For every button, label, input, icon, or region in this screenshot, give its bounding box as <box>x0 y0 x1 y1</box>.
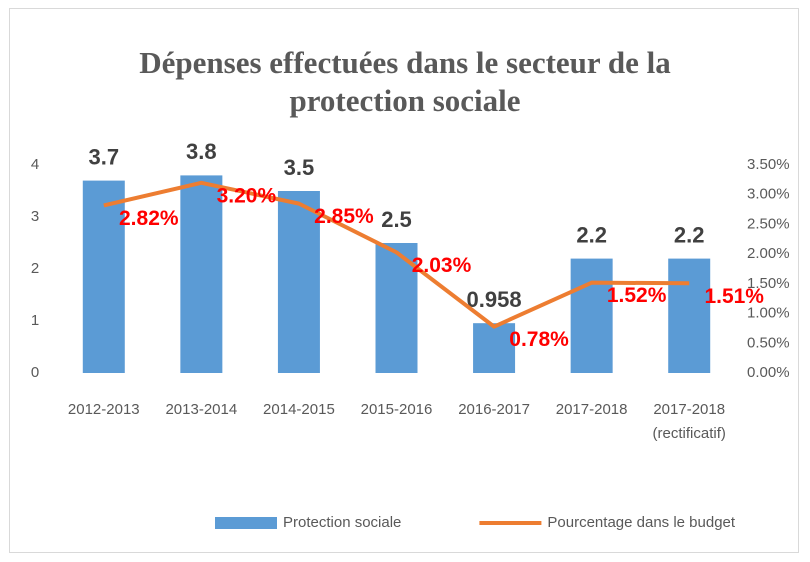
line-value-label: 3.20% <box>217 184 277 207</box>
line-value-label: 2.03% <box>412 254 472 277</box>
y-tick-label: 2 <box>31 260 39 277</box>
bar-value-label: 0.958 <box>467 287 522 312</box>
bar <box>82 180 125 373</box>
x-tick-label: 2014-2015 <box>263 401 335 418</box>
bar <box>277 191 320 373</box>
bar-value-label: 2.2 <box>576 222 607 247</box>
y-tick-label: 1 <box>31 312 39 329</box>
y-tick-label: 3 <box>31 208 39 225</box>
y-tick-label: 4 <box>31 156 39 173</box>
x-tick-label: 2013-2014 <box>165 401 238 418</box>
x-tick-label: 2015-2016 <box>360 401 433 418</box>
chart-frame <box>9 8 799 553</box>
y-tick-label: 0 <box>31 364 39 381</box>
bar-value-label: 3.5 <box>284 155 315 180</box>
y2-tick-label: 0.00% <box>747 364 790 381</box>
x-tick-label: 2016-2017 <box>458 401 530 418</box>
line-value-label: 2.85% <box>314 205 374 228</box>
bar-value-label: 3.7 <box>88 144 119 169</box>
bar <box>570 258 613 373</box>
bar-value-label: 2.2 <box>674 222 705 247</box>
chart-title: Dépenses effectuées dans le secteur de l… <box>139 45 671 118</box>
line <box>103 180 690 329</box>
legend-label: Pourcentage dans le budget <box>547 514 735 531</box>
line-value-label: 0.78% <box>509 328 569 351</box>
line-value-label: 1.52% <box>607 284 667 307</box>
y2-tick-label: 3.50% <box>747 156 790 173</box>
line-value-label: 2.82% <box>119 207 179 230</box>
x-tick-label: 2017-2018 <box>555 401 628 418</box>
y2-tick-label: 1.50% <box>747 275 790 292</box>
line-value-label: 1.51% <box>704 285 764 308</box>
y2-tick-label: 3.00% <box>747 186 790 203</box>
y2-tick-label: 2.50% <box>747 215 790 232</box>
y2-tick-label: 2.00% <box>747 245 790 262</box>
legend-label: Protection sociale <box>283 514 401 531</box>
y2-tick-label: 0.50% <box>747 334 790 351</box>
bar <box>473 323 516 373</box>
x-tick-label: 2012-2013 <box>67 401 140 418</box>
bar-value-label: 3.8 <box>186 139 217 164</box>
bar <box>180 175 223 373</box>
y2-tick-label: 1.00% <box>747 305 790 322</box>
bar <box>668 258 711 373</box>
bar-value-label: 2.5 <box>381 207 412 232</box>
x-tick-label: 2017-2018 (rectificatif) <box>652 401 726 442</box>
legend-swatch <box>215 517 277 529</box>
